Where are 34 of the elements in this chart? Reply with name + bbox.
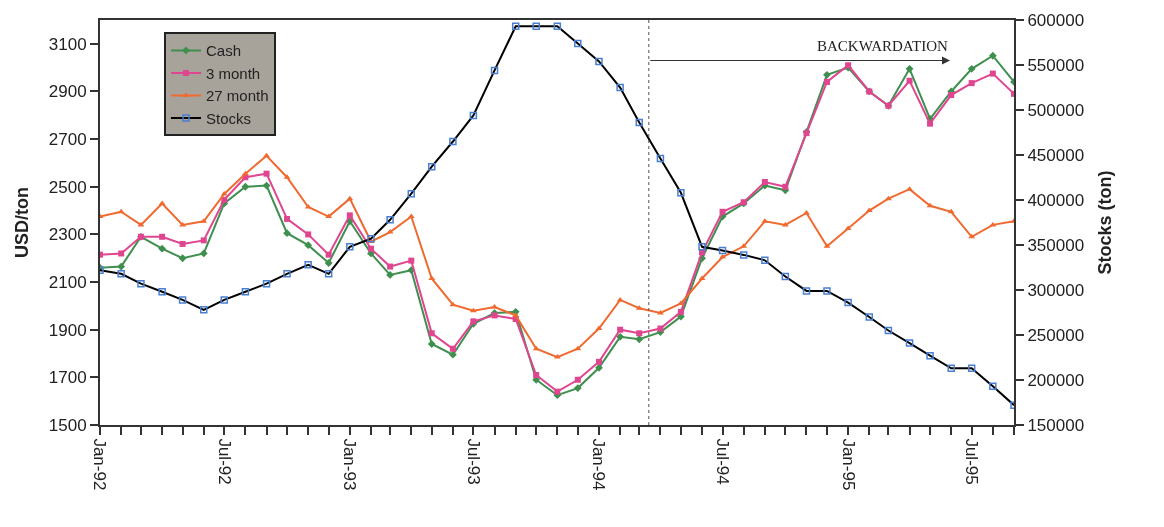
x-tick-label: Jul-95 <box>962 438 982 485</box>
y-tick-label: 2300 <box>48 225 87 245</box>
y2-tick-label: 550000 <box>1027 55 1085 75</box>
y2-tick-label: 200000 <box>1027 370 1085 390</box>
y-tick-label: 2900 <box>48 82 87 102</box>
y-tick-label: 1900 <box>48 320 87 340</box>
x-tick-label: Jan-93 <box>340 438 360 491</box>
y2-tick-label: 250000 <box>1027 325 1085 345</box>
y-tick-label: 3100 <box>48 34 87 54</box>
y-tick-label: 2500 <box>48 177 87 197</box>
legend-label: Cash <box>205 42 242 60</box>
x-tick-label: Jan-95 <box>838 438 858 491</box>
y-axis-title: USD/ton <box>12 187 33 258</box>
legend-label: Stocks <box>205 109 251 127</box>
legend-label: 3 month <box>205 64 261 82</box>
x-tick-label: Jul-92 <box>214 438 234 485</box>
legend-label: 27 month <box>205 87 269 105</box>
y2-axis-title: Stocks (ton) <box>1094 170 1115 275</box>
annotation: BACKWARDATION <box>817 38 948 54</box>
y-tick-label: 1500 <box>48 415 87 435</box>
y-tick-label: 2700 <box>48 130 87 150</box>
x-tick-label: Jan-94 <box>589 438 609 491</box>
y2-tick-label: 350000 <box>1027 235 1085 255</box>
y-tick-label: 2100 <box>48 273 87 293</box>
x-tick-label: Jul-93 <box>463 438 483 485</box>
x-tick-label: Jul-94 <box>713 438 733 485</box>
y2-tick-label: 400000 <box>1027 190 1085 210</box>
x-tick-label: Jan-92 <box>90 438 110 491</box>
y-tick-label: 1700 <box>48 368 87 388</box>
y2-tick-label: 450000 <box>1027 145 1085 165</box>
y2-tick-label: 600000 <box>1027 10 1085 30</box>
y2-tick-label: 500000 <box>1027 100 1085 120</box>
y2-tick-label: 150000 <box>1027 415 1085 435</box>
y2-tick-label: 300000 <box>1027 280 1085 300</box>
